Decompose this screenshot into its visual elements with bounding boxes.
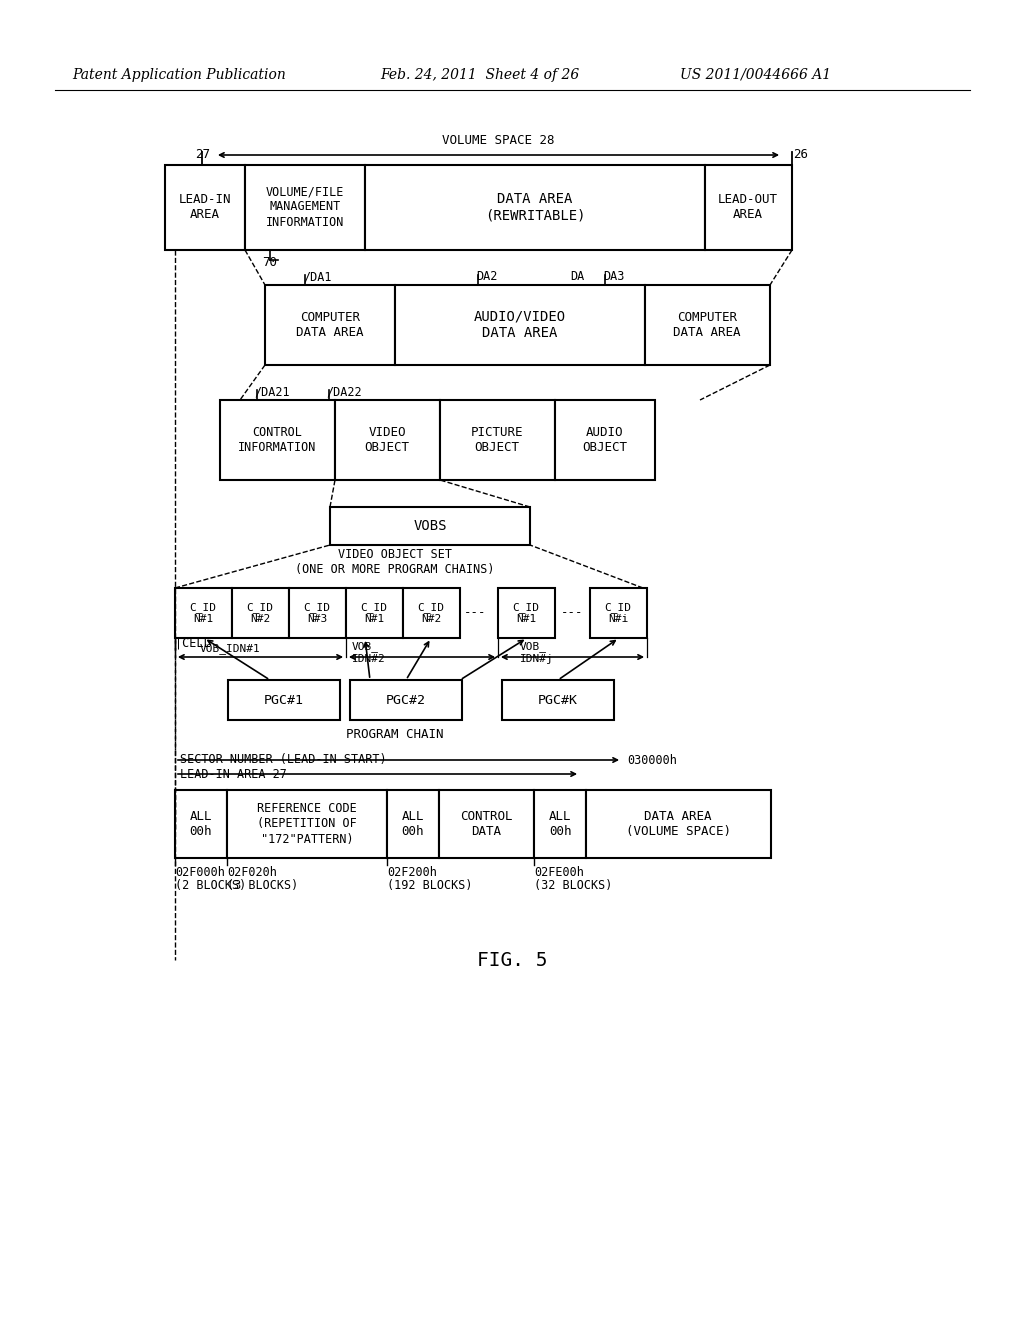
Text: ---: --- [561,606,584,619]
Text: C_ID
N#1: C_ID N#1 [189,602,216,624]
Text: VOB_: VOB_ [352,642,379,652]
Bar [350,680,462,719]
Bar [439,789,534,858]
Bar [534,789,586,858]
Text: C_ID
N#2: C_ID N#2 [247,602,273,624]
Text: AUDIO
OBJECT: AUDIO OBJECT [583,426,628,454]
Text: /DA1: /DA1 [303,271,332,284]
Text: SECTOR NUMBER (LEAD-IN START): SECTOR NUMBER (LEAD-IN START) [180,754,387,767]
Text: COMPUTER
DATA AREA: COMPUTER DATA AREA [673,312,740,339]
Text: DATA AREA
(VOLUME SPACE): DATA AREA (VOLUME SPACE) [626,810,730,838]
Text: C_ID
N#2: C_ID N#2 [418,602,444,624]
Text: (ONE OR MORE PROGRAM CHAINS): (ONE OR MORE PROGRAM CHAINS) [295,564,495,577]
Bar [645,285,770,366]
Text: US 2011/0044666 A1: US 2011/0044666 A1 [680,69,831,82]
Text: LEAD-IN AREA 27: LEAD-IN AREA 27 [180,767,287,780]
Text: COMPUTER
DATA AREA: COMPUTER DATA AREA [296,312,364,339]
Text: PGC#K: PGC#K [538,693,578,706]
Text: REFERENCE CODE
(REPETITION OF
"172"PATTERN): REFERENCE CODE (REPETITION OF "172"PATTE… [257,803,357,846]
Text: IDN#2: IDN#2 [352,653,386,664]
Text: C_ID
N#1: C_ID N#1 [360,602,387,624]
Text: VOLUME SPACE 28: VOLUME SPACE 28 [441,135,554,147]
Bar [175,789,227,858]
Text: |CELL: |CELL [175,636,211,649]
Text: 030000h: 030000h [627,754,677,767]
Text: LEAD-IN
AREA: LEAD-IN AREA [179,193,231,220]
Text: (192 BLOCKS): (192 BLOCKS) [387,879,472,892]
Bar [586,789,771,858]
Text: IDN#j: IDN#j [520,653,554,664]
Text: DA3: DA3 [603,271,625,284]
Bar [365,165,705,249]
Text: 02F000h: 02F000h [175,866,225,879]
Bar [227,789,387,858]
Text: 02F020h: 02F020h [227,866,276,879]
Text: Patent Application Publication: Patent Application Publication [72,69,286,82]
Bar [265,285,395,366]
Text: (32 BLOCKS): (32 BLOCKS) [534,879,612,892]
Text: 27: 27 [195,149,210,161]
Text: 02FE00h: 02FE00h [534,866,584,879]
Text: VOBS: VOBS [414,519,446,533]
Bar [346,587,403,638]
Text: /DA21: /DA21 [254,385,290,399]
Bar [175,587,232,638]
Text: DA: DA [570,271,585,284]
Text: VIDEO OBJECT SET: VIDEO OBJECT SET [338,549,452,561]
Bar [228,680,340,719]
Bar [335,400,440,480]
Text: (3 BLOCKS): (3 BLOCKS) [227,879,298,892]
Bar [330,507,530,545]
Bar [387,789,439,858]
Bar [498,587,555,638]
Bar [289,587,346,638]
Bar [245,165,365,249]
Text: 02F200h: 02F200h [387,866,437,879]
Text: VOLUME/FILE
MANAGEMENT
INFORMATION: VOLUME/FILE MANAGEMENT INFORMATION [266,186,344,228]
Text: DATA AREA
(REWRITABLE): DATA AREA (REWRITABLE) [484,191,586,222]
Text: ALL
00h: ALL 00h [549,810,571,838]
Bar [403,587,460,638]
Text: LEAD-OUT
AREA: LEAD-OUT AREA [718,193,778,220]
Text: PGC#1: PGC#1 [264,693,304,706]
Text: DA2: DA2 [476,271,498,284]
Text: VOB_: VOB_ [520,642,547,652]
Text: 26: 26 [793,149,808,161]
Text: CONTROL
INFORMATION: CONTROL INFORMATION [238,426,316,454]
Bar [590,587,647,638]
Text: VIDEO
OBJECT: VIDEO OBJECT [365,426,410,454]
Text: C_ID
N#1: C_ID N#1 [512,602,540,624]
Text: VOB_IDN#1: VOB_IDN#1 [200,644,260,655]
Bar [555,400,655,480]
Bar [220,400,335,480]
Text: CONTROL
DATA: CONTROL DATA [460,810,512,838]
Text: ALL
00h: ALL 00h [189,810,212,838]
Text: 70: 70 [262,256,278,268]
Bar [395,285,645,366]
Text: ---: --- [464,606,486,619]
Text: C_ID
N#3: C_ID N#3 [303,602,331,624]
Text: (2 BLOCKS): (2 BLOCKS) [175,879,246,892]
Bar [502,680,614,719]
Bar [705,165,792,249]
Text: /DA22: /DA22 [326,385,361,399]
Text: AUDIO/VIDEO
DATA AREA: AUDIO/VIDEO DATA AREA [474,310,566,341]
Bar [165,165,245,249]
Text: Feb. 24, 2011  Sheet 4 of 26: Feb. 24, 2011 Sheet 4 of 26 [380,69,580,82]
Text: PGC#2: PGC#2 [386,693,426,706]
Text: ALL
00h: ALL 00h [401,810,424,838]
Bar [440,400,555,480]
Text: FIG. 5: FIG. 5 [477,950,547,969]
Text: PROGRAM CHAIN: PROGRAM CHAIN [346,729,443,742]
Text: C_ID
N#i: C_ID N#i [604,602,632,624]
Text: PICTURE
OBJECT: PICTURE OBJECT [471,426,523,454]
Bar [232,587,289,638]
